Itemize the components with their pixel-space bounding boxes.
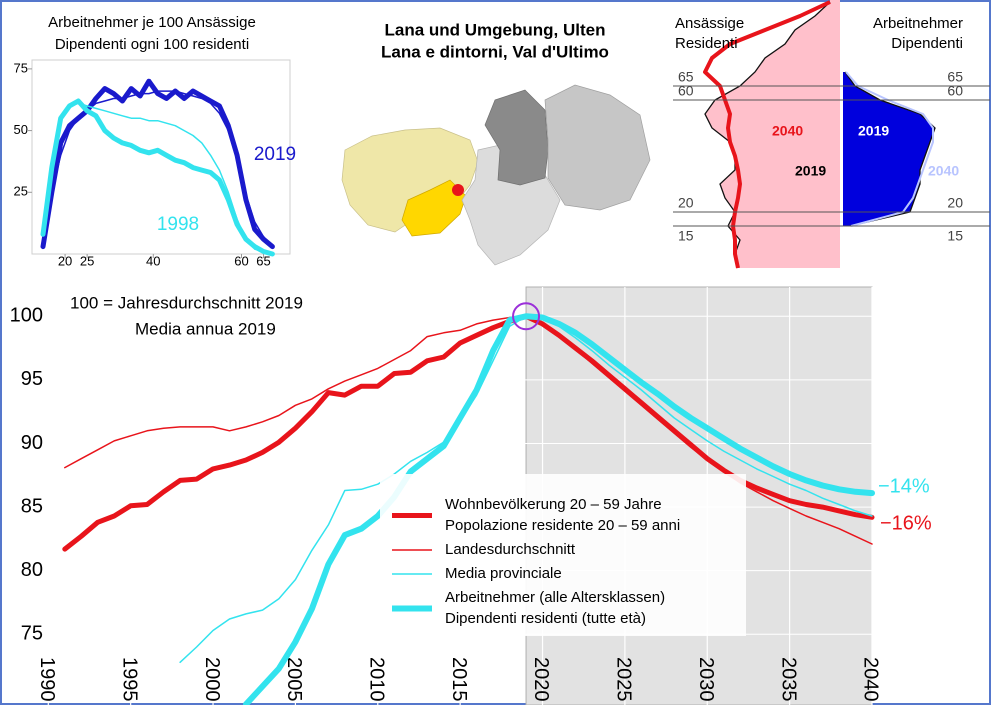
y-tick-label: 85 xyxy=(21,495,43,517)
legend-box xyxy=(380,474,746,636)
x-tick-label: 2030 xyxy=(695,657,717,702)
map-region xyxy=(544,84,651,211)
y-tick-label: 95 xyxy=(21,368,43,390)
series-line xyxy=(42,90,274,248)
x-tick-label: 65 xyxy=(256,253,270,268)
x-tick-label: 2000 xyxy=(201,657,223,702)
x-tick-label: 2005 xyxy=(283,657,305,702)
highlight-marker xyxy=(512,302,541,331)
legend-label: Landesdurchschnitt xyxy=(445,541,576,558)
map xyxy=(341,84,651,266)
y-tick-label: 75 xyxy=(21,623,43,645)
chart-title: Dipendenti ogni 100 residenti xyxy=(55,36,249,53)
y-tick-label: 20 xyxy=(678,195,694,211)
series-label: 2040 xyxy=(772,123,803,139)
map-marker xyxy=(452,184,464,196)
x-tick-label: 2040 xyxy=(860,657,882,702)
legend-label: Arbeitnehmer (alle Altersklassen) xyxy=(445,589,665,606)
y-tick-label: 20 xyxy=(947,195,963,211)
series-label: 2040 xyxy=(928,163,959,179)
map-region-highlight xyxy=(401,179,467,237)
series-label: 2019 xyxy=(254,144,296,165)
y-tick-label: 65 xyxy=(947,69,963,85)
x-tick-label: 1995 xyxy=(118,657,140,702)
x-tick-label: 1990 xyxy=(36,657,58,702)
x-tick-label: 2025 xyxy=(613,657,635,702)
side-label: Ansässige xyxy=(675,15,744,32)
plot-frame xyxy=(31,59,291,255)
y-tick-label: 60 xyxy=(678,83,694,99)
y-tick-label: 65 xyxy=(678,69,694,85)
series-line xyxy=(42,102,274,255)
x-tick-label: 2015 xyxy=(448,657,470,702)
y-tick-label: 75 xyxy=(14,60,28,75)
annotation: 100 = Jahresdurchschnitt 2019 xyxy=(70,293,303,312)
x-tick-label: 25 xyxy=(80,253,94,268)
side-label: Residenti xyxy=(675,35,738,52)
map-title: Lana und Umgebung, Ulten xyxy=(385,20,606,39)
y-tick-label: 60 xyxy=(947,83,963,99)
chart-title: Arbeitnehmer je 100 Ansässige xyxy=(48,14,256,31)
legend-label: Dipendenti residenti (tutte età) xyxy=(445,610,646,627)
x-tick-label: 2020 xyxy=(530,657,552,702)
main-chart: 75 80 85 90 95 100 1990 1995 2000 2005 2010 2015 202… xyxy=(10,286,932,705)
y-tick-label: 15 xyxy=(678,228,694,244)
pyramid-line xyxy=(845,71,934,227)
series-label: 2019 xyxy=(795,163,826,179)
x-tick-label: 2035 xyxy=(777,657,799,702)
x-tick-label: 20 xyxy=(58,253,72,268)
x-tick-label: 60 xyxy=(234,253,248,268)
series-label: 2019 xyxy=(858,123,889,139)
pyramid-area xyxy=(843,71,935,227)
side-label: Dipendenti xyxy=(891,35,963,52)
map-region xyxy=(484,89,549,186)
y-tick-label: 25 xyxy=(14,184,28,199)
side-label: Arbeitnehmer xyxy=(873,15,963,32)
y-tick-label: 100 xyxy=(10,305,43,327)
x-tick-label: 2010 xyxy=(365,657,387,702)
map-title: Lana e dintorni, Val d'Ultimo xyxy=(381,42,609,61)
series-line xyxy=(243,313,875,705)
y-tick-label: 50 xyxy=(14,122,28,137)
y-tick-label: 15 xyxy=(947,228,963,244)
annotation: Media annua 2019 xyxy=(135,319,276,338)
pyramid-outline xyxy=(704,1,831,269)
legend-label: Popolazione residente 20 – 59 anni xyxy=(445,517,680,534)
annotation: −16% xyxy=(880,512,932,534)
y-tick-label: 90 xyxy=(21,432,43,454)
x-tick-label: 40 xyxy=(146,253,160,268)
annotation: −14% xyxy=(878,475,930,497)
series-label: 1998 xyxy=(157,214,199,235)
legend-label: Media provinciale xyxy=(445,565,562,582)
pyramid-outline xyxy=(844,71,936,227)
pyramid-line xyxy=(703,0,831,269)
y-tick-label: 80 xyxy=(21,559,43,581)
inset-chart: 25 50 75 20 25 40 60 65 Arbeitnehmer je 100 Ansä… xyxy=(14,14,297,268)
legend-label: Wohnbevölkerung 20 – 59 Jahre xyxy=(445,496,662,513)
legend: Wohnbevölkerung 20 – 59 Jahre Popolazione… xyxy=(380,474,746,636)
